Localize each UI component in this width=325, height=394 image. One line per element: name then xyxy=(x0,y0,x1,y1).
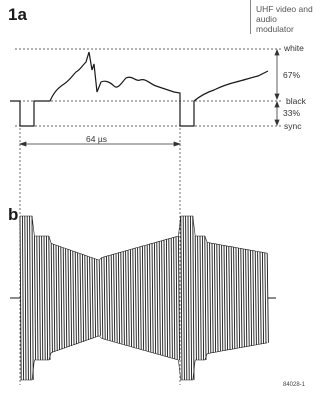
rf-envelope-outline xyxy=(10,215,276,381)
scale-67-arrow-top xyxy=(274,48,280,56)
figure-label-1a: 1a xyxy=(8,5,27,24)
figure-code: 84028-1 xyxy=(283,382,306,388)
figure-label-b: b xyxy=(8,205,19,224)
rf-envelope-bottom xyxy=(20,335,268,381)
level-label-black: black xyxy=(286,96,306,106)
video-signal-trace xyxy=(10,51,269,127)
percentage-33: 33% xyxy=(283,108,301,118)
scale-67-arrow-bottom xyxy=(274,93,280,101)
scale-33-arrow-top xyxy=(274,100,280,108)
level-label-white: white xyxy=(284,43,304,53)
header-title: UHF video and audio modulator xyxy=(256,4,313,34)
percentage-67: 67% xyxy=(283,70,301,80)
header-box: UHF video and audio modulator xyxy=(250,0,325,34)
scale-33-arrow-bottom xyxy=(274,119,280,127)
rf-modulated-waveform xyxy=(19,215,269,381)
period-arrow-right xyxy=(173,141,182,147)
period-arrow-left xyxy=(18,141,27,147)
period-label: 64 µs xyxy=(86,134,107,144)
rf-carrier-cycles xyxy=(19,215,269,381)
rf-envelope-top xyxy=(20,215,268,261)
level-label-sync: sync xyxy=(284,121,302,131)
